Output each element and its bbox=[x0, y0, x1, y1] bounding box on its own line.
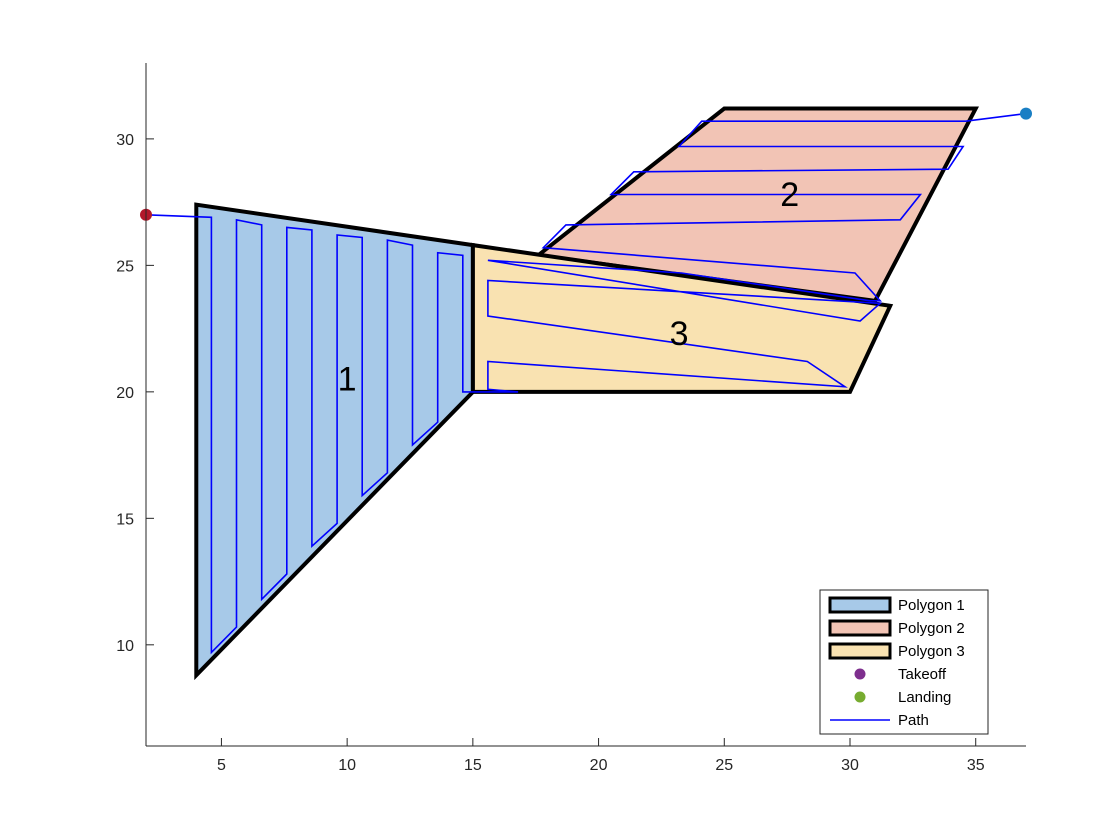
x-tick-label: 30 bbox=[841, 757, 859, 774]
legend-swatch-takeoff bbox=[854, 668, 866, 680]
y-tick-label: 15 bbox=[116, 511, 134, 528]
polygon-3 bbox=[470, 242, 894, 394]
path-line bbox=[145, 112, 1027, 655]
legend: Polygon 1 Polygon 2 Polygon 3 Takeoff Landin… bbox=[819, 589, 989, 735]
y-tick-label: 20 bbox=[116, 385, 134, 402]
legend-label-path: Path bbox=[898, 712, 929, 729]
polygon-3-label: 3 bbox=[670, 315, 689, 353]
legend-swatch-polygon-3 bbox=[828, 642, 892, 660]
plot-area: 1 2 3 bbox=[140, 106, 1032, 681]
legend-label-landing: Landing bbox=[898, 689, 951, 706]
legend-label-takeoff: Takeoff bbox=[898, 666, 947, 683]
x-tick-label: 10 bbox=[338, 757, 356, 774]
legend-swatch-polygon-1 bbox=[828, 596, 892, 614]
landing-marker bbox=[1020, 107, 1032, 120]
axes: 5 10 15 20 25 30 35 10 15 20 25 30 bbox=[116, 63, 1026, 774]
legend-swatch-polygon-2 bbox=[828, 619, 892, 637]
polygon-1-label: 1 bbox=[338, 361, 357, 399]
y-tick-label: 30 bbox=[116, 132, 134, 149]
x-tick-label: 15 bbox=[464, 757, 482, 774]
polygon-2-label: 2 bbox=[780, 176, 799, 214]
legend-box bbox=[819, 589, 989, 735]
y-tick-label: 25 bbox=[116, 258, 134, 275]
legend-label-polygon-1: Polygon 1 bbox=[898, 597, 965, 614]
legend-label-polygon-2: Polygon 2 bbox=[898, 620, 965, 637]
x-tick-label: 20 bbox=[590, 757, 608, 774]
legend-label-polygon-3: Polygon 3 bbox=[898, 643, 965, 660]
x-tick-label: 5 bbox=[217, 757, 226, 774]
polygon-1 bbox=[194, 202, 475, 681]
legend-swatch-landing bbox=[854, 691, 866, 703]
x-tick-label: 35 bbox=[967, 757, 985, 774]
y-tick-label: 10 bbox=[116, 638, 134, 655]
x-tick-label: 25 bbox=[715, 757, 733, 774]
